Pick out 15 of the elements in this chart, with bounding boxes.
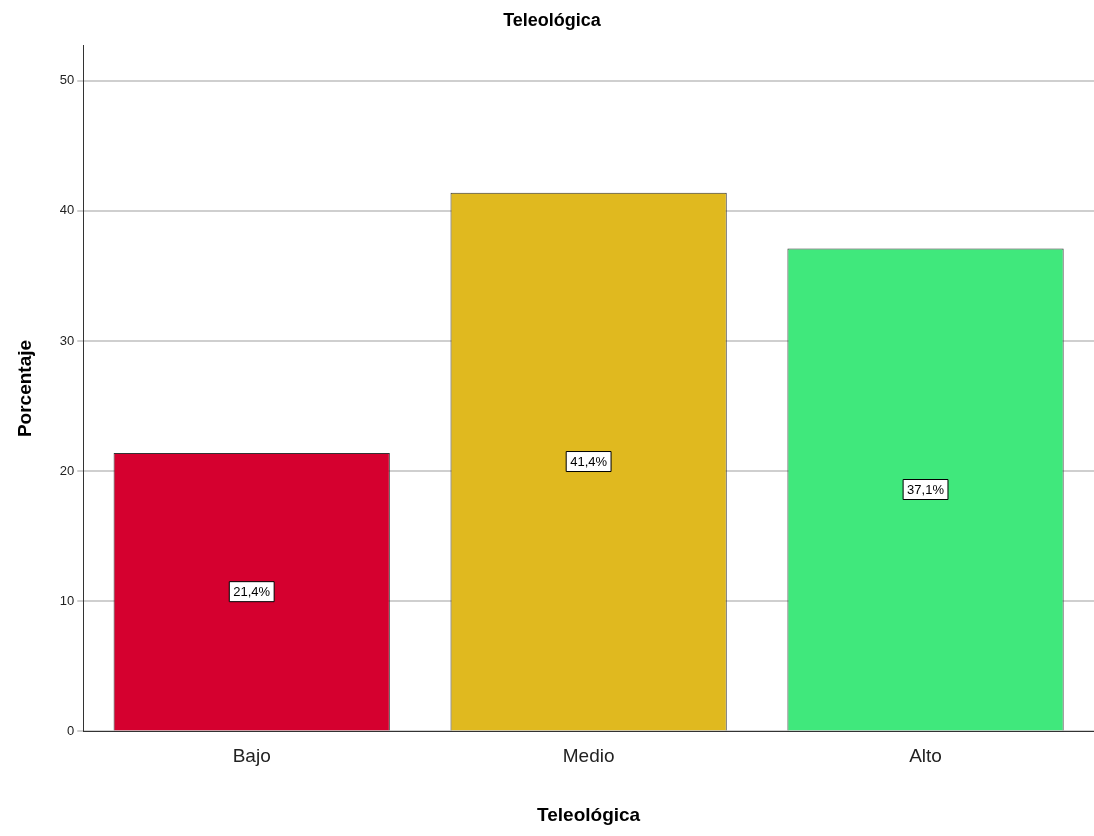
data-label: 21,4% [233,584,271,600]
data-label: 37,1% [907,482,945,498]
x-tick-label: Alto [909,745,942,767]
y-tick-label: 20 [59,462,75,478]
data-label: 41,4% [570,454,608,470]
x-tick-label: Medio [562,745,615,767]
y-tick-label: 40 [59,202,75,218]
y-axis-title: Porcentaje [13,339,35,438]
chart-title: Teleológica [503,9,602,30]
y-tick-label: 0 [67,722,75,738]
y-tick-label: 50 [59,72,75,88]
y-tick-label: 30 [59,332,75,348]
x-axis-title: Teleológica [537,803,641,825]
x-tick-label: Bajo [232,745,271,767]
y-tick-label: 10 [59,592,75,608]
